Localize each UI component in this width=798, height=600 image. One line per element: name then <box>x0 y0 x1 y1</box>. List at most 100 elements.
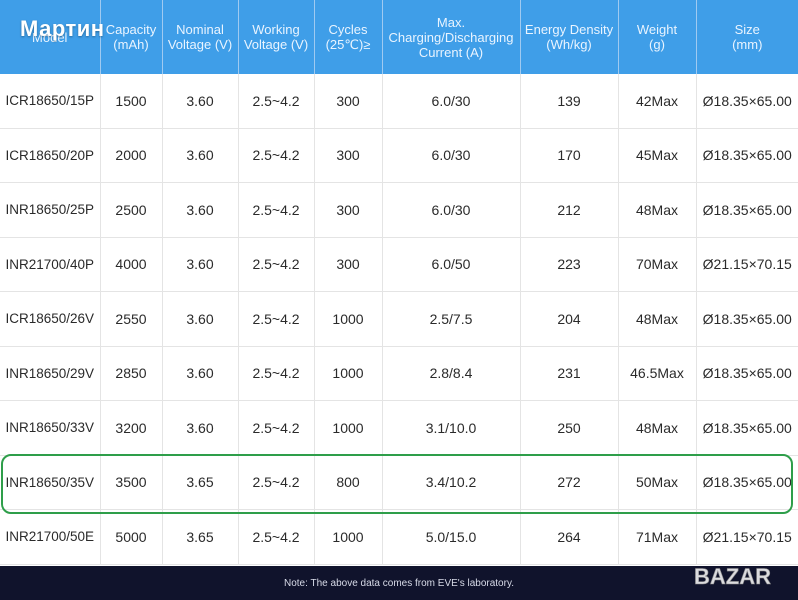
cell-size: Ø18.35×65.00 <box>696 346 798 401</box>
watermark-text: BAZAR <box>694 564 771 589</box>
cell-size: Ø18.35×65.00 <box>696 74 798 129</box>
footer-note: Note: The above data comes from EVE's la… <box>0 566 798 600</box>
column-header-weight: Weight (g) <box>618 0 697 74</box>
cell-capacity: 2000 <box>100 128 163 183</box>
cell-model: INR21700/40P <box>0 237 101 292</box>
cell-nominal-voltage: 3.65 <box>162 509 239 565</box>
cell-energy-density: 204 <box>520 291 619 347</box>
cell-capacity: 2850 <box>100 346 163 401</box>
column-header-nominal-voltage: Nominal Voltage (V) <box>162 0 239 74</box>
column-header-working-voltage: Working Voltage (V) <box>238 0 315 74</box>
cell-working-voltage: 2.5~4.2 <box>238 182 315 238</box>
cell-working-voltage: 2.5~4.2 <box>238 455 315 510</box>
cell-max-current: 6.0/30 <box>382 182 521 238</box>
column-header-max-current: Max. Charging/Discharging Current (A) <box>382 0 521 74</box>
cell-size: Ø21.15×70.15 <box>696 237 798 292</box>
cell-energy-density: 170 <box>520 128 619 183</box>
cell-cycles: 300 <box>314 74 383 129</box>
table-row: INR18650/33V 3200 3.60 2.5~4.2 1000 3.1/10.0 2… <box>0 400 798 456</box>
cell-capacity: 4000 <box>100 237 163 292</box>
cell-cycles: 800 <box>314 455 383 510</box>
cell-working-voltage: 2.5~4.2 <box>238 237 315 292</box>
cell-size: Ø18.35×65.00 <box>696 128 798 183</box>
cell-cycles: 1000 <box>314 346 383 401</box>
cell-energy-density: 139 <box>520 74 619 129</box>
column-header-model: Model <box>0 0 101 74</box>
cell-energy-density: 223 <box>520 237 619 292</box>
cell-max-current: 5.0/15.0 <box>382 509 521 565</box>
cell-max-current: 2.5/7.5 <box>382 291 521 347</box>
cell-weight: 46.5Max <box>618 346 697 401</box>
cell-size: Ø18.35×65.00 <box>696 182 798 238</box>
table-row-highlighted: INR18650/35V 3500 3.65 2.5~4.2 800 3.4/10.2 27… <box>0 455 798 510</box>
table-body: ICR18650/15P 1500 3.60 2.5~4.2 300 6.0/30 139 4… <box>0 74 798 565</box>
cell-nominal-voltage: 3.60 <box>162 74 239 129</box>
table-row: INR21700/50E 5000 3.65 2.5~4.2 1000 5.0/15.0 2… <box>0 509 798 565</box>
footer-note-text: Note: The above data comes from EVE's la… <box>284 577 514 589</box>
cell-weight: 70Max <box>618 237 697 292</box>
cell-energy-density: 250 <box>520 400 619 456</box>
cell-model: INR18650/25P <box>0 182 101 238</box>
cell-energy-density: 272 <box>520 455 619 510</box>
cell-max-current: 2.8/8.4 <box>382 346 521 401</box>
cell-weight: 48Max <box>618 291 697 347</box>
cell-cycles: 300 <box>314 237 383 292</box>
cell-max-current: 6.0/50 <box>382 237 521 292</box>
cell-energy-density: 231 <box>520 346 619 401</box>
cell-nominal-voltage: 3.65 <box>162 455 239 510</box>
cell-capacity: 2500 <box>100 182 163 238</box>
table-row: INR18650/25P 2500 3.60 2.5~4.2 300 6.0/30 212 4… <box>0 182 798 238</box>
cell-cycles: 1000 <box>314 509 383 565</box>
cell-weight: 50Max <box>618 455 697 510</box>
column-header-energy-density: Energy Density (Wh/kg) <box>520 0 619 74</box>
table-row: ICR18650/15P 1500 3.60 2.5~4.2 300 6.0/30 139 4… <box>0 74 798 129</box>
cell-capacity: 1500 <box>100 74 163 129</box>
cell-model: ICR18650/26V <box>0 291 101 347</box>
column-header-size: Size (mm) <box>696 0 798 74</box>
cell-nominal-voltage: 3.60 <box>162 128 239 183</box>
cell-working-voltage: 2.5~4.2 <box>238 291 315 347</box>
cell-model: INR21700/50E <box>0 509 101 565</box>
cell-weight: 45Max <box>618 128 697 183</box>
cell-working-voltage: 2.5~4.2 <box>238 400 315 456</box>
cell-cycles: 1000 <box>314 291 383 347</box>
cell-working-voltage: 2.5~4.2 <box>238 509 315 565</box>
cell-energy-density: 212 <box>520 182 619 238</box>
cell-capacity: 3500 <box>100 455 163 510</box>
cell-weight: 48Max <box>618 400 697 456</box>
table-row: INR18650/29V 2850 3.60 2.5~4.2 1000 2.8/8.4 23… <box>0 346 798 401</box>
cell-size: Ø18.35×65.00 <box>696 400 798 456</box>
cell-cycles: 300 <box>314 128 383 183</box>
cell-model: ICR18650/20P <box>0 128 101 183</box>
table-row: ICR18650/26V 2550 3.60 2.5~4.2 1000 2.5/7.5 20… <box>0 291 798 347</box>
table-row: INR21700/40P 4000 3.60 2.5~4.2 300 6.0/50 223 7… <box>0 237 798 292</box>
cell-working-voltage: 2.5~4.2 <box>238 346 315 401</box>
cell-model: INR18650/35V <box>0 455 101 510</box>
cell-nominal-voltage: 3.60 <box>162 182 239 238</box>
column-header-capacity: Capacity (mAh) <box>100 0 163 74</box>
cell-model: ICR18650/15P <box>0 74 101 129</box>
cell-energy-density: 264 <box>520 509 619 565</box>
cell-working-voltage: 2.5~4.2 <box>238 128 315 183</box>
cell-capacity: 3200 <box>100 400 163 456</box>
battery-spec-table: Model Capacity (mAh) Nominal Voltage (V) Wo… <box>0 0 798 565</box>
cell-nominal-voltage: 3.60 <box>162 237 239 292</box>
cell-nominal-voltage: 3.60 <box>162 291 239 347</box>
cell-size: Ø18.35×65.00 <box>696 291 798 347</box>
cell-nominal-voltage: 3.60 <box>162 346 239 401</box>
bazar-watermark-logo: BAZAR <box>694 564 772 590</box>
cell-weight: 48Max <box>618 182 697 238</box>
table-row: ICR18650/20P 2000 3.60 2.5~4.2 300 6.0/30 170 4… <box>0 128 798 183</box>
seller-name: Мартин <box>20 16 105 41</box>
cell-weight: 42Max <box>618 74 697 129</box>
cell-working-voltage: 2.5~4.2 <box>238 74 315 129</box>
cell-capacity: 2550 <box>100 291 163 347</box>
cell-max-current: 6.0/30 <box>382 74 521 129</box>
table-header-row: Model Capacity (mAh) Nominal Voltage (V) Wo… <box>0 0 798 74</box>
cell-max-current: 3.1/10.0 <box>382 400 521 456</box>
cell-size: Ø21.15×70.15 <box>696 509 798 565</box>
cell-cycles: 1000 <box>314 400 383 456</box>
cell-size: Ø18.35×65.00 <box>696 455 798 510</box>
cell-weight: 71Max <box>618 509 697 565</box>
